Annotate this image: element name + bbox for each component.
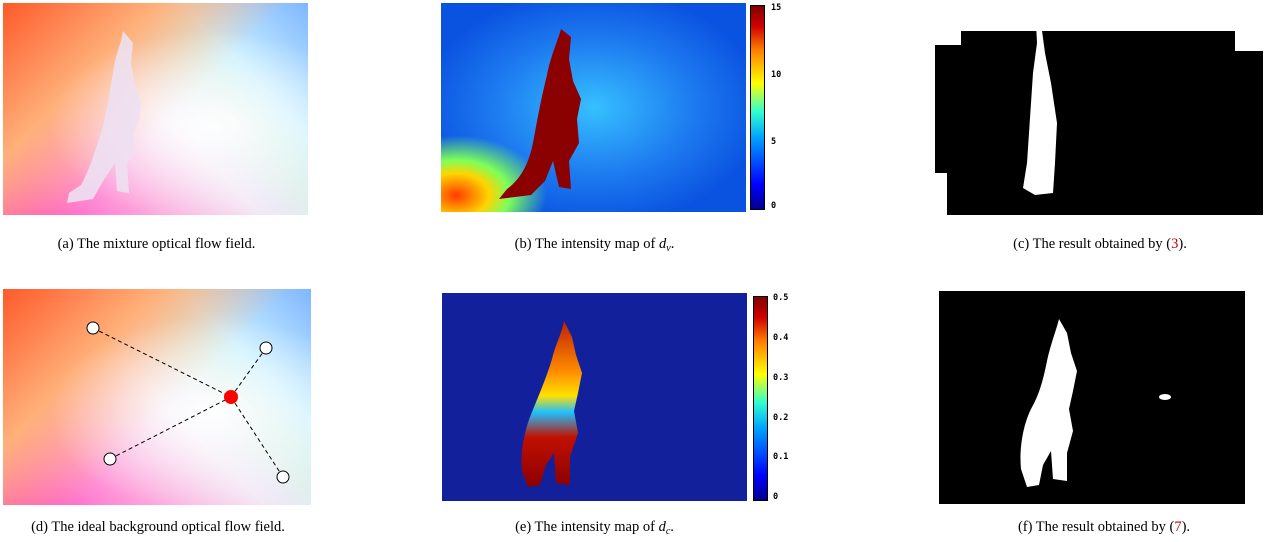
colorbar-dc-tick: 0.4 (773, 333, 789, 343)
flow-sample-point (276, 470, 290, 484)
flow-diagram (86, 321, 290, 484)
horse-silhouette-e (521, 321, 582, 487)
caption-e-var: d (658, 519, 666, 535)
horse-silhouette-b (499, 29, 581, 199)
dashed-line (109, 396, 232, 460)
caption-f: (f) The result obtained by (7). (1017, 519, 1191, 535)
intensity-map-dv (441, 3, 746, 212)
caption-b-var: d (658, 236, 667, 252)
equation-ref-3[interactable]: 3 (1171, 236, 1179, 252)
colorbar-dv-tick: 10 (771, 70, 782, 80)
background-center-point (224, 390, 238, 404)
colorbar-dc (753, 296, 768, 501)
horse-silhouette-a (67, 31, 141, 203)
colorbar-dc-tick: 0.5 (773, 293, 789, 303)
dashed-line (92, 327, 232, 398)
caption-e-text: (e) The intensity map of (515, 519, 659, 535)
flow-sample-point (103, 452, 117, 466)
colorbar-dc-tick: 0.2 (773, 413, 789, 423)
colorbar-dc-tick: 0.1 (773, 452, 789, 462)
caption-f-text: (f) The result obtained by ( (1017, 519, 1175, 535)
mixture-flow-image (3, 3, 308, 215)
caption-b: (b) The intensity map of dv. (514, 236, 675, 254)
caption-a: (a) The mixture optical flow field. (57, 236, 256, 252)
caption-c: (c) The result obtained by (3). (1013, 236, 1187, 252)
colorbar-dc-tick: 0 (773, 492, 779, 502)
intensity-map-dc (442, 293, 747, 501)
caption-b-sub: v (666, 243, 671, 254)
caption-c-text: (c) The result obtained by ( (1013, 236, 1172, 252)
flow-sample-point (86, 321, 100, 335)
colorbar-dc-tick: 0.3 (773, 373, 789, 383)
caption-e: (e) The intensity map of dc. (515, 519, 674, 537)
caption-e-sub: c (665, 526, 671, 537)
result-image-f (939, 291, 1245, 504)
dashed-line (230, 347, 267, 398)
caption-d: (d) The ideal background optical flow fi… (31, 519, 285, 535)
colorbar-dv-tick: 5 (771, 137, 777, 147)
flow-sample-point (259, 341, 273, 355)
ideal-background-flow-image (3, 289, 311, 505)
result-c-mask (935, 3, 1263, 215)
equation-ref-7[interactable]: 7 (1174, 519, 1182, 535)
colorbar-dv (750, 5, 765, 210)
colorbar-dv-tick: 15 (771, 3, 782, 13)
dashed-line (230, 396, 284, 478)
caption-b-text: (b) The intensity map of (514, 236, 659, 252)
result-f-mask (1020, 319, 1171, 487)
colorbar-dv-tick: 0 (771, 201, 777, 211)
result-image-c (935, 3, 1263, 215)
